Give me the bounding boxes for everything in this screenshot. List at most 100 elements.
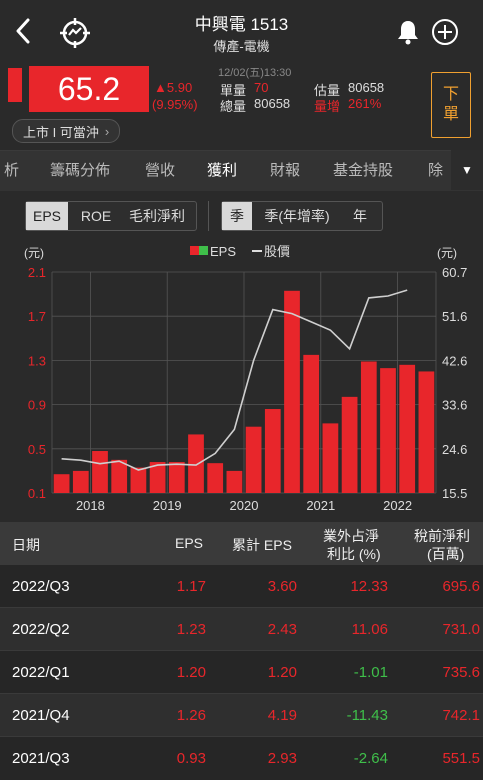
- cell-cumulative-eps: 1.20: [267, 664, 297, 681]
- tab-menu-icon[interactable]: ▼: [451, 150, 483, 190]
- period-selector: 季 季(年增率) 年: [221, 201, 383, 231]
- top-bar: 中興電 1513 傳產-電機: [0, 0, 483, 62]
- tab-profit[interactable]: 獲利: [207, 162, 238, 179]
- order-button[interactable]: 下 單: [431, 72, 471, 138]
- target-icon[interactable]: [58, 16, 92, 50]
- cell-date: 2022/Q3: [12, 578, 70, 595]
- left-axis-tick: 0.9: [28, 398, 46, 413]
- cell-nonop-ratio: 11.06: [351, 621, 388, 638]
- cell-date: 2022/Q1: [12, 664, 70, 681]
- order-button-line2: 單: [442, 106, 459, 123]
- cell-pretax-income: 731.0: [442, 621, 480, 638]
- x-axis-tick: 2019: [153, 498, 182, 513]
- order-button-line1: 下: [442, 86, 459, 103]
- right-axis-tick: 24.6: [442, 442, 467, 457]
- cell-cumulative-eps: 2.43: [267, 621, 297, 638]
- tab-chip-distribution[interactable]: 籌碼分佈: [50, 162, 111, 179]
- tab-revenue[interactable]: 營收: [145, 162, 176, 179]
- eps-chart: 2.1 60.7 1.7 51.6 1.3 42.6 0.9 33.6 0.5 24.6 0.1 15…: [24, 244, 467, 513]
- eps-bar: [149, 462, 166, 493]
- eps-bar: [399, 364, 416, 493]
- tab-analysis[interactable]: 析: [4, 162, 20, 179]
- est-volume: 80658: [348, 80, 385, 95]
- cell-date: 2021/Q3: [12, 750, 70, 767]
- legend-price: 股價: [264, 244, 290, 259]
- table-row[interactable]: 2022/Q3 1.17 3.60 12.33 695.6: [0, 564, 483, 608]
- period-quarter[interactable]: 季: [222, 202, 252, 230]
- cell-nonop-ratio: -2.64: [353, 750, 388, 767]
- right-axis-tick: 33.6: [442, 398, 467, 413]
- metric-roe[interactable]: ROE: [80, 208, 112, 224]
- right-axis-tick: 42.6: [442, 353, 467, 368]
- period-quarter-yoy[interactable]: 季(年增率): [264, 208, 330, 224]
- eps-bar: [168, 462, 185, 493]
- cell-cumulative-eps: 3.60: [267, 578, 297, 595]
- left-axis-tick: 2.1: [28, 265, 46, 280]
- eps-bar: [360, 361, 377, 493]
- legend-eps-swatch-green: [199, 246, 208, 255]
- metric-selector: EPS ROE 毛利淨利: [25, 201, 197, 231]
- header-pretax-2: (百萬): [427, 546, 465, 562]
- add-icon[interactable]: [430, 17, 460, 47]
- est-volume-label: 估量: [314, 83, 341, 98]
- divider: [208, 201, 209, 231]
- cell-eps: 1.23: [176, 621, 206, 638]
- x-axis-tick: 2021: [306, 498, 335, 513]
- bell-icon[interactable]: [394, 18, 422, 46]
- header-eps: EPS: [175, 535, 204, 551]
- cell-eps: 1.20: [176, 664, 206, 681]
- metric-eps[interactable]: EPS: [26, 202, 68, 230]
- back-icon[interactable]: [10, 16, 36, 46]
- volume-increase: 261%: [348, 96, 382, 111]
- eps-bar: [207, 463, 224, 493]
- cell-eps: 1.26: [176, 707, 206, 724]
- right-axis-tick: 51.6: [442, 309, 467, 324]
- table-row[interactable]: 2022/Q2 1.23 2.43 11.06 731.0: [0, 607, 483, 651]
- cell-date: 2022/Q2: [12, 621, 70, 638]
- header-cumulative-eps: 累計 EPS: [232, 537, 292, 553]
- quote-datetime: 12/02(五)13:30: [218, 67, 292, 79]
- tab-fund-holdings[interactable]: 基金持股: [333, 162, 394, 179]
- eps-bar: [303, 354, 320, 493]
- period-year[interactable]: 年: [353, 208, 367, 224]
- eps-bar: [264, 409, 281, 493]
- left-axis-tick: 1.7: [28, 309, 46, 324]
- cell-eps: 0.93: [176, 750, 206, 767]
- tab-financials[interactable]: 財報: [270, 162, 301, 179]
- eps-bar: [322, 423, 339, 493]
- cell-pretax-income: 695.6: [442, 578, 480, 595]
- legend-eps: EPS: [210, 244, 236, 259]
- metric-gross-net[interactable]: 毛利淨利: [129, 208, 185, 224]
- header-nonop-ratio-1: 業外占淨: [323, 528, 379, 544]
- eps-bar: [418, 371, 435, 493]
- tab-dividend[interactable]: 除: [428, 162, 444, 179]
- table-row[interactable]: 2021/Q3 0.93 2.93 -2.64 551.5: [0, 736, 483, 780]
- header-nonop-ratio-2: 利比 (%): [327, 546, 381, 562]
- chevron-right-icon: ›: [104, 123, 110, 139]
- market-tag[interactable]: 上市 I 可當沖 ›: [12, 119, 121, 143]
- single-volume-label: 單量: [220, 83, 247, 98]
- right-axis-tick: 60.7: [442, 265, 467, 280]
- cell-nonop-ratio: -1.01: [353, 664, 388, 681]
- market-tag-label: 上市 I 可當沖: [23, 124, 99, 140]
- x-axis-tick: 2018: [76, 498, 105, 513]
- table-row[interactable]: 2021/Q4 1.26 4.19 -11.43 742.1: [0, 693, 483, 737]
- table-row[interactable]: 2022/Q1 1.20 1.20 -1.01 735.6: [0, 650, 483, 694]
- cell-nonop-ratio: 12.33: [350, 578, 388, 595]
- eps-bar: [130, 467, 147, 493]
- x-axis-tick: 2020: [230, 498, 259, 513]
- eps-bar: [380, 368, 396, 493]
- cell-pretax-income: 735.6: [442, 664, 480, 681]
- total-volume: 80658: [254, 96, 291, 111]
- cell-date: 2021/Q4: [12, 707, 70, 724]
- price-change-percent: (9.95%): [152, 97, 198, 112]
- single-volume: 70: [254, 80, 269, 95]
- cell-eps: 1.17: [176, 578, 206, 595]
- left-axis-unit: (元): [24, 246, 44, 260]
- eps-bar: [53, 474, 70, 493]
- price-change: ▲5.90: [154, 80, 193, 95]
- current-price: 65.2: [29, 66, 149, 112]
- header-pretax-1: 稅前淨利: [414, 528, 470, 544]
- price-series-line: [61, 289, 408, 471]
- price-side-marker: [8, 68, 22, 102]
